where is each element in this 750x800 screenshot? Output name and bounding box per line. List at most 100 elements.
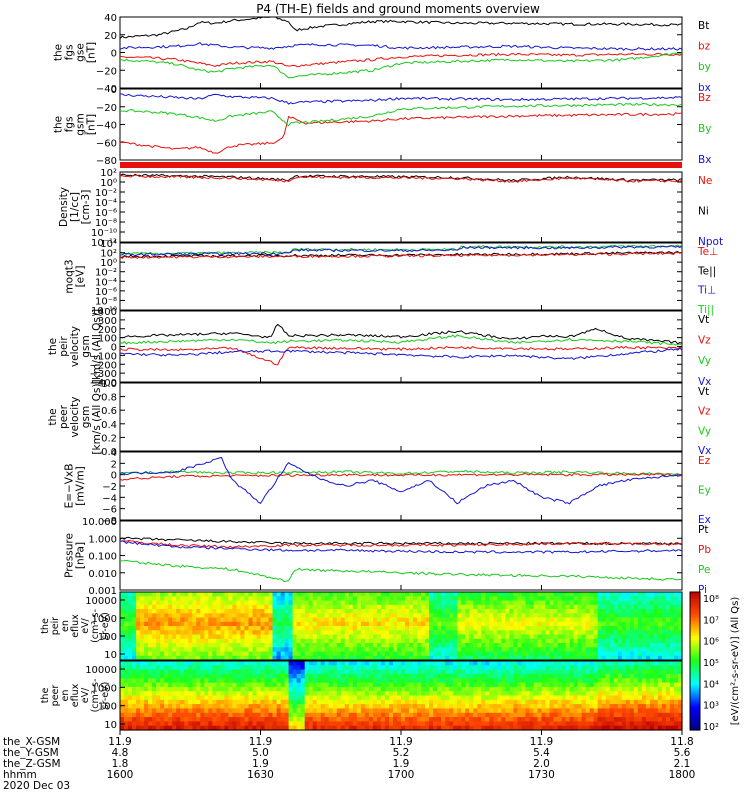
spectrogram-cell: [445, 673, 450, 679]
spectrogram-cell: [340, 678, 346, 684]
spectrogram-cell: [124, 617, 129, 623]
spectrogram-cell: [184, 691, 189, 697]
spectrogram-cell: [272, 669, 278, 675]
spectrogram-cell: [256, 651, 262, 657]
spectrogram-cell: [553, 712, 559, 718]
spectrogram-cell: [212, 600, 217, 606]
spectrogram-cell: [453, 678, 458, 684]
spectrogram-cell: [601, 592, 607, 597]
spectrogram-cell: [529, 621, 535, 627]
spectrogram-cell: [481, 600, 486, 606]
spectrogram-cell: [128, 682, 133, 688]
spectrogram-cell: [641, 708, 647, 714]
spectrogram-cell: [609, 634, 615, 640]
spectrogram-cell: [316, 630, 322, 636]
spectrogram-cell: [224, 717, 229, 722]
spectrogram-cell: [529, 638, 535, 644]
spectrogram-cell: [469, 682, 474, 688]
spectrogram-cell: [356, 655, 362, 661]
spectrogram-cell: [577, 621, 583, 627]
spectrogram-cell: [204, 609, 209, 614]
spectrogram-cell: [405, 596, 410, 602]
spectrogram-cell: [156, 617, 161, 623]
spectrogram-cell: [248, 712, 254, 718]
spectrogram-cell: [449, 691, 454, 697]
spectrogram-cell: [501, 621, 506, 627]
spectrogram-cell: [244, 647, 249, 653]
spectrogram-cell: [389, 651, 394, 657]
spectrogram-cell: [264, 695, 270, 701]
spectrogram-cell: [316, 686, 322, 692]
spectrogram-cell: [384, 678, 390, 684]
spectrogram-cell: [140, 609, 145, 614]
spectrogram-cell: [625, 613, 631, 619]
spectrogram-cell: [384, 592, 390, 597]
spectrogram-cell: [292, 686, 298, 692]
spectrogram-cell: [397, 712, 402, 718]
spectrogram-cell: [280, 721, 286, 727]
spectrogram-cell: [132, 626, 137, 631]
spectrogram-cell: [232, 704, 237, 709]
spectrogram-cell: [196, 699, 201, 705]
spectrogram-cell: [469, 609, 474, 614]
spectrogram-cell: [429, 613, 434, 619]
spectrogram-cell: [236, 691, 241, 697]
spectrogram-cell: [300, 613, 306, 619]
spectrogram-cell: [200, 592, 205, 597]
spectrogram-cell: [136, 708, 141, 714]
spectrogram-cell: [248, 691, 254, 697]
spectrogram-cell: [120, 626, 125, 631]
spectrogram-cell: [421, 655, 426, 661]
spectrogram-cell: [148, 651, 153, 657]
spectrogram-cell: [573, 717, 579, 722]
spectrogram-cell: [176, 630, 181, 636]
spectrogram-cell: [248, 621, 254, 627]
spectrogram-cell: [132, 600, 137, 606]
spectrogram-cell: [405, 673, 410, 679]
spectrogram-cell: [401, 621, 406, 627]
spectrogram-cell: [441, 621, 446, 627]
spectrogram-cell: [204, 708, 209, 714]
spectrogram-cell: [537, 695, 543, 701]
spectrogram-cell: [533, 596, 539, 602]
spectrogram-cell: [332, 725, 338, 731]
spectrogram-cell: [485, 721, 490, 727]
spectrogram-cell: [340, 673, 346, 679]
spectrogram-cell: [449, 634, 454, 640]
spectrogram-cell: [401, 686, 406, 692]
spectrogram-cell: [280, 695, 286, 701]
spectrogram-cell: [605, 704, 611, 709]
spectrogram-cell: [284, 626, 290, 631]
spectrogram-cell: [308, 704, 314, 709]
spectrogram-cell: [617, 708, 623, 714]
spectrogram-cell: [136, 704, 141, 709]
spectrogram-cell: [232, 678, 237, 684]
spectrogram-cell: [545, 638, 551, 644]
spectrogram-cell: [661, 699, 667, 705]
spectrogram-cell: [248, 678, 254, 684]
spectrogram-cell: [405, 725, 410, 731]
spectrogram-cell: [585, 617, 591, 623]
spectrogram-cell: [425, 678, 430, 684]
spectrogram-cell: [284, 721, 290, 727]
spectrogram-cell: [513, 643, 518, 648]
spectrogram-cell: [657, 695, 663, 701]
spectrogram-cell: [324, 651, 330, 657]
spectrogram-cell: [629, 634, 635, 640]
spectrogram-cell: [308, 634, 314, 640]
spectrogram-cell: [136, 682, 141, 688]
spectrogram-cell: [368, 665, 374, 671]
spectrogram-cell: [553, 695, 559, 701]
spectrogram-cell: [601, 617, 607, 623]
spectrogram-cell: [272, 717, 278, 722]
spectrogram-cell: [553, 725, 559, 731]
spectrogram-cell: [188, 717, 193, 722]
spectrogram-cell: [148, 634, 153, 640]
spectrogram-cell: [276, 691, 282, 697]
spectrogram-cell: [633, 712, 639, 718]
spectrogram-cell: [421, 592, 426, 597]
spectrogram-cell: [517, 638, 522, 644]
spectrogram-cell: [497, 651, 502, 657]
spectrogram-cell: [561, 647, 567, 653]
spectrogram-cell: [204, 721, 209, 727]
